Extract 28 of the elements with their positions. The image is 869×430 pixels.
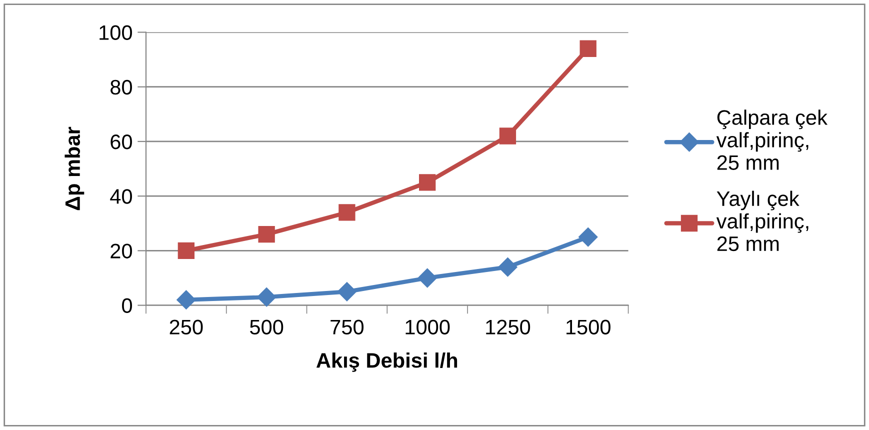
- x-tick-label: 250: [170, 320, 203, 334]
- y-tick-label: 60: [110, 134, 132, 150]
- x-axis-title: Akış Debisi l/h: [316, 352, 458, 372]
- point: [178, 242, 195, 260]
- x-tick-label: 1500: [566, 320, 610, 334]
- point: [578, 228, 598, 247]
- point: [499, 128, 516, 144]
- point: [337, 282, 356, 302]
- x-tick-label: 1250: [486, 320, 530, 334]
- y-tick-label: 20: [110, 244, 132, 258]
- point: [257, 288, 276, 307]
- y-tick-label: 40: [110, 189, 132, 204]
- legend-label: Çalpara çek valf,pirinç, 25 mm: [716, 110, 828, 170]
- point: [176, 290, 196, 310]
- y-tick-label: 0: [122, 298, 132, 314]
- y-axis-title: Δp mbar: [64, 126, 84, 210]
- point: [580, 40, 596, 57]
- y-tick-label: 100: [100, 25, 132, 40]
- x-tick-label: 750: [330, 320, 364, 334]
- point: [498, 258, 518, 277]
- y-tick-label: 80: [110, 80, 132, 95]
- x-tick-label: 1000: [406, 320, 450, 334]
- point: [338, 204, 356, 221]
- point: [258, 226, 275, 243]
- point: [418, 174, 436, 191]
- point: [418, 268, 437, 288]
- x-tick-label: 500: [250, 320, 284, 334]
- legend-label: Yaylı çek valf,pirinç, 25 mm: [716, 190, 808, 252]
